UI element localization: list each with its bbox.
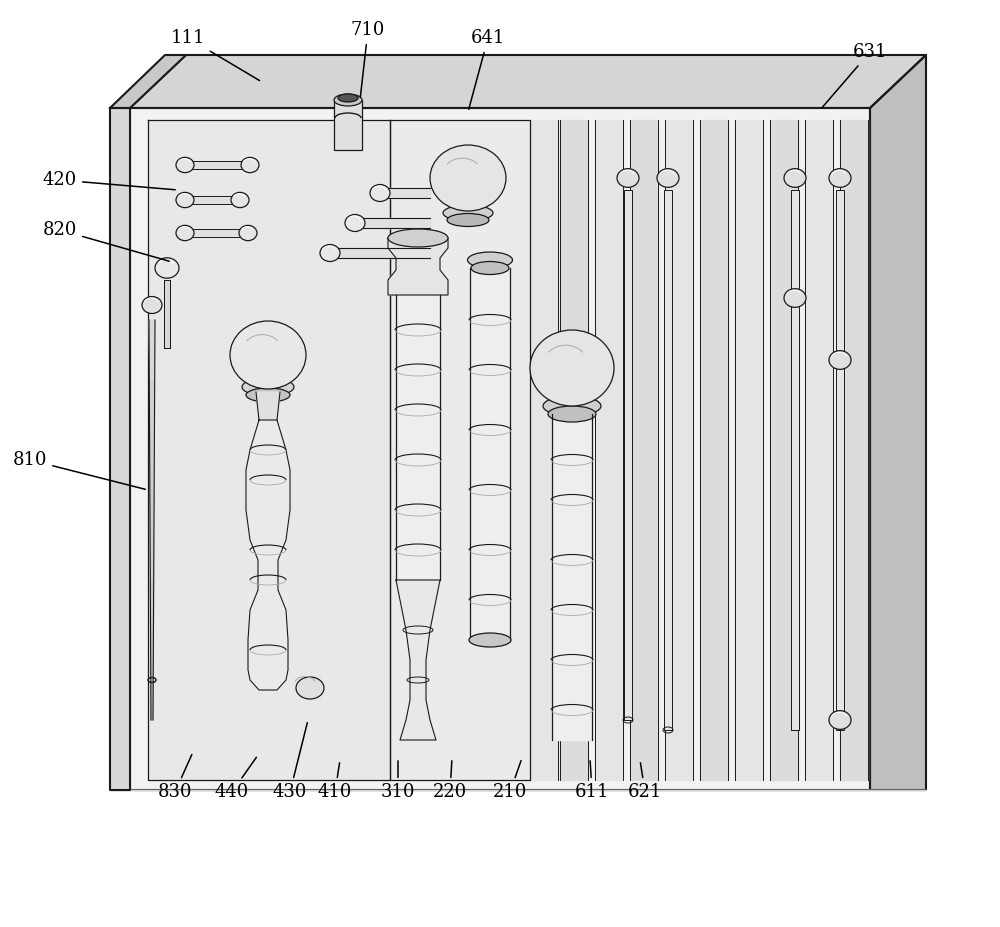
Polygon shape (149, 320, 155, 380)
Ellipse shape (239, 225, 257, 241)
Ellipse shape (829, 169, 851, 187)
Ellipse shape (469, 633, 511, 647)
Polygon shape (248, 590, 288, 680)
Polygon shape (130, 108, 870, 790)
Text: 631: 631 (822, 43, 887, 108)
Polygon shape (256, 392, 280, 420)
Text: 111: 111 (171, 29, 260, 81)
Ellipse shape (443, 205, 493, 221)
Polygon shape (530, 120, 558, 780)
Text: 430: 430 (273, 723, 307, 801)
Ellipse shape (176, 158, 194, 172)
Ellipse shape (468, 252, 512, 268)
Text: 420: 420 (43, 171, 175, 190)
Polygon shape (870, 55, 926, 790)
Text: 210: 210 (493, 761, 527, 801)
Text: 830: 830 (158, 755, 192, 801)
Ellipse shape (176, 225, 194, 241)
Polygon shape (185, 229, 248, 237)
Text: 621: 621 (628, 763, 662, 801)
Polygon shape (396, 580, 440, 740)
Polygon shape (630, 120, 658, 780)
Polygon shape (700, 120, 728, 780)
Polygon shape (840, 120, 868, 780)
Polygon shape (185, 196, 240, 204)
Polygon shape (258, 560, 278, 590)
Polygon shape (380, 188, 430, 198)
Ellipse shape (530, 330, 614, 406)
Ellipse shape (334, 94, 362, 106)
Polygon shape (805, 120, 833, 780)
Polygon shape (388, 238, 448, 295)
Bar (836, 190, 844, 730)
Ellipse shape (142, 297, 162, 313)
Text: 641: 641 (469, 29, 505, 109)
Text: 611: 611 (575, 761, 609, 801)
Text: 810: 810 (13, 451, 145, 489)
Ellipse shape (230, 321, 306, 389)
Ellipse shape (242, 378, 294, 396)
Polygon shape (130, 55, 926, 108)
Ellipse shape (829, 350, 851, 369)
Bar (664, 190, 672, 730)
Bar (164, 280, 170, 348)
Polygon shape (110, 108, 130, 790)
Ellipse shape (320, 245, 340, 261)
Ellipse shape (155, 258, 179, 278)
Polygon shape (246, 420, 290, 690)
Polygon shape (770, 120, 798, 780)
Polygon shape (470, 268, 510, 640)
Polygon shape (735, 120, 763, 780)
Polygon shape (390, 120, 530, 780)
Ellipse shape (784, 169, 806, 187)
Ellipse shape (543, 396, 601, 416)
Ellipse shape (231, 192, 249, 208)
Text: 220: 220 (433, 761, 467, 801)
Polygon shape (148, 120, 390, 780)
Polygon shape (150, 380, 154, 580)
Text: 710: 710 (351, 21, 385, 97)
Text: 440: 440 (215, 757, 256, 801)
Bar (624, 190, 632, 720)
Ellipse shape (345, 214, 365, 232)
Polygon shape (330, 248, 430, 258)
Polygon shape (560, 120, 588, 780)
Ellipse shape (784, 288, 806, 308)
Ellipse shape (388, 229, 448, 247)
Ellipse shape (370, 184, 390, 201)
Ellipse shape (447, 213, 489, 226)
Ellipse shape (548, 406, 596, 422)
Polygon shape (185, 161, 250, 169)
Ellipse shape (471, 261, 509, 274)
Ellipse shape (246, 388, 290, 402)
Polygon shape (595, 120, 623, 780)
Text: 410: 410 (318, 763, 352, 801)
Ellipse shape (296, 677, 324, 699)
Ellipse shape (657, 169, 679, 187)
Polygon shape (355, 218, 430, 228)
Polygon shape (552, 414, 592, 740)
Ellipse shape (338, 94, 358, 102)
Ellipse shape (176, 192, 194, 208)
Ellipse shape (617, 169, 639, 187)
Polygon shape (665, 120, 693, 780)
Bar (791, 190, 799, 730)
Polygon shape (150, 580, 154, 720)
Polygon shape (246, 420, 290, 560)
Polygon shape (396, 295, 440, 580)
Ellipse shape (241, 158, 259, 172)
Ellipse shape (430, 145, 506, 211)
Bar (334, 100, 362, 150)
Polygon shape (110, 55, 186, 108)
Ellipse shape (829, 711, 851, 730)
Text: 310: 310 (381, 761, 415, 801)
Text: 820: 820 (43, 221, 169, 261)
